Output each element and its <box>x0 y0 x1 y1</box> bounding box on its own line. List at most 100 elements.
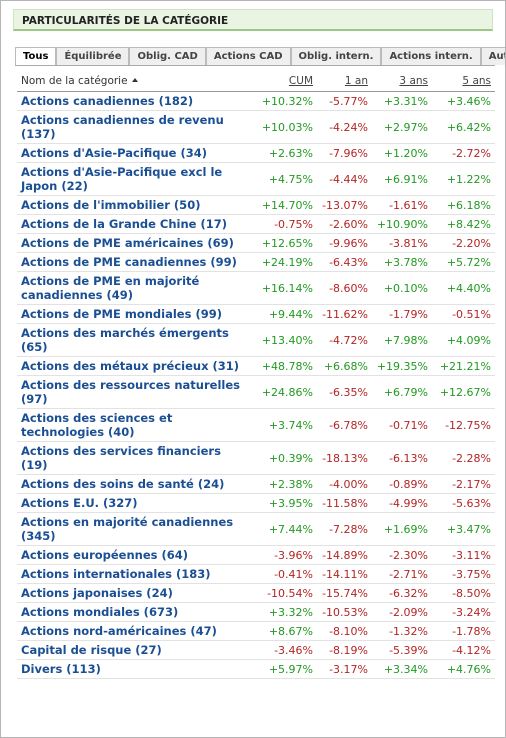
return-value: +3.95% <box>255 493 317 513</box>
return-value: +2.63% <box>255 143 317 163</box>
return-value: -0.51% <box>432 304 495 324</box>
category-name[interactable]: Actions de l'immobilier (50) <box>17 195 255 215</box>
category-name[interactable]: Actions de PME mondiales (99) <box>17 304 255 324</box>
category-name[interactable]: Actions E.U. (327) <box>17 493 255 513</box>
return-value: -6.32% <box>372 583 432 603</box>
return-value: -1.61% <box>372 195 432 215</box>
table-row: Actions de PME en majorité canadiennes (… <box>17 271 495 305</box>
return-value: +21.21% <box>432 356 495 376</box>
category-name[interactable]: Actions canadiennes (182) <box>17 91 255 111</box>
return-value: +3.74% <box>255 408 317 442</box>
table-row: Capital de risque (27) -3.46% -8.19% -5.39%… <box>17 640 495 660</box>
tab[interactable]: Autres <box>480 47 505 65</box>
return-value: -2.71% <box>372 564 432 584</box>
return-value: -1.32% <box>372 621 432 641</box>
column-label[interactable]: CUM <box>288 75 313 87</box>
column-label[interactable]: Nom de la catégorie <box>21 75 128 87</box>
table-row: Actions des ressources naturelles (97) +2… <box>17 375 495 409</box>
return-value: +8.42% <box>432 214 495 234</box>
tab[interactable]: Actions CAD <box>205 47 291 65</box>
return-value: +3.31% <box>372 91 432 111</box>
column-label[interactable]: 5 ans <box>462 75 491 87</box>
return-value: +6.68% <box>317 356 372 376</box>
return-value: -5.63% <box>432 493 495 513</box>
return-value: -2.17% <box>432 474 495 494</box>
return-value: -6.43% <box>317 252 372 272</box>
table-row: Actions des sciences et technologies (40… <box>17 408 495 442</box>
sort-icon <box>131 78 138 82</box>
category-name[interactable]: Actions des services financiers (19) <box>17 441 255 475</box>
return-value: +1.20% <box>372 143 432 163</box>
table-row: Actions de PME américaines (69) +12.65% -9… <box>17 233 495 253</box>
category-name[interactable]: Actions de PME canadiennes (99) <box>17 252 255 272</box>
table-row: Actions mondiales (673) +3.32% -10.53% -2.0… <box>17 602 495 622</box>
category-name[interactable]: Actions européennes (64) <box>17 545 255 565</box>
category-name[interactable]: Actions d'Asie-Pacifique excl le Japon (… <box>17 162 255 196</box>
return-value: +9.44% <box>255 304 317 324</box>
tab[interactable]: Équilibrée <box>56 47 130 65</box>
table-row: Actions E.U. (327) +3.95% -11.58% -4.99% -5.… <box>17 493 495 513</box>
return-value: +6.91% <box>372 162 432 196</box>
category-name[interactable]: Actions des sciences et technologies (40… <box>17 408 255 442</box>
return-value: -14.11% <box>317 564 372 584</box>
return-value: +48.78% <box>255 356 317 376</box>
return-value: +3.78% <box>372 252 432 272</box>
column-header[interactable]: CUM <box>255 71 317 92</box>
return-value: -9.96% <box>317 233 372 253</box>
tab[interactable]: Oblig. CAD <box>129 47 206 65</box>
category-name[interactable]: Actions des soins de santé (24) <box>17 474 255 494</box>
category-name[interactable]: Capital de risque (27) <box>17 640 255 660</box>
tab[interactable]: Actions intern. <box>381 47 481 65</box>
column-label[interactable]: 1 an <box>344 75 368 87</box>
column-header[interactable]: 5 ans <box>432 71 495 92</box>
return-value: -13.07% <box>317 195 372 215</box>
return-value: -1.79% <box>372 304 432 324</box>
table-row: Actions des soins de santé (24) +2.38% -4.… <box>17 474 495 494</box>
category-name[interactable]: Actions des métaux précieux (31) <box>17 356 255 376</box>
category-name[interactable]: Actions japonaises (24) <box>17 583 255 603</box>
return-value: +12.65% <box>255 233 317 253</box>
category-name[interactable]: Actions des ressources naturelles (97) <box>17 375 255 409</box>
table-row: Actions canadiennes (182) +10.32% -5.77% +3… <box>17 91 495 111</box>
category-name[interactable]: Actions des marchés émergents (65) <box>17 323 255 357</box>
return-value: +10.03% <box>255 110 317 144</box>
table-row: Actions de PME canadiennes (99) +24.19% -6… <box>17 252 495 272</box>
tab[interactable]: Oblig. intern. <box>290 47 382 65</box>
return-value: -15.74% <box>317 583 372 603</box>
column-label[interactable]: 3 ans <box>399 75 428 87</box>
return-value: -2.09% <box>372 602 432 622</box>
return-value: -3.46% <box>255 640 317 660</box>
table-row: Actions internationales (183) -0.41% -14.1… <box>17 564 495 584</box>
category-name[interactable]: Actions internationales (183) <box>17 564 255 584</box>
category-name[interactable]: Actions nord-américaines (47) <box>17 621 255 641</box>
tab[interactable]: Tous <box>15 47 57 65</box>
column-header[interactable]: Nom de la catégorie <box>17 71 255 92</box>
table-row: Actions d'Asie-Pacifique (34) +2.63% -7.96… <box>17 143 495 163</box>
return-value: -11.62% <box>317 304 372 324</box>
return-value: -7.28% <box>317 512 372 546</box>
category-name[interactable]: Actions mondiales (673) <box>17 602 255 622</box>
return-value: +4.09% <box>432 323 495 357</box>
return-value: -7.96% <box>317 143 372 163</box>
return-value: -18.13% <box>317 441 372 475</box>
column-header[interactable]: 1 an <box>317 71 372 92</box>
return-value: +3.47% <box>432 512 495 546</box>
category-name[interactable]: Actions d'Asie-Pacifique (34) <box>17 143 255 163</box>
return-value: +6.42% <box>432 110 495 144</box>
category-name[interactable]: Actions en majorité canadiennes (345) <box>17 512 255 546</box>
return-value: +7.44% <box>255 512 317 546</box>
category-name[interactable]: Actions canadiennes de revenu (137) <box>17 110 255 144</box>
table-row: Actions de l'immobilier (50) +14.70% -13.0… <box>17 195 495 215</box>
return-value: +4.76% <box>432 659 495 679</box>
category-name[interactable]: Actions de PME en majorité canadiennes (… <box>17 271 255 305</box>
table-row: Actions des métaux précieux (31) +48.78% +… <box>17 356 495 376</box>
table-row: Actions des services financiers (19) +0.3… <box>17 441 495 475</box>
column-header[interactable]: 3 ans <box>372 71 432 92</box>
category-name[interactable]: Actions de PME américaines (69) <box>17 233 255 253</box>
return-value: +24.19% <box>255 252 317 272</box>
category-name[interactable]: Actions de la Grande Chine (17) <box>17 214 255 234</box>
return-value: +6.79% <box>372 375 432 409</box>
return-value: +6.18% <box>432 195 495 215</box>
category-name[interactable]: Divers (113) <box>17 659 255 679</box>
